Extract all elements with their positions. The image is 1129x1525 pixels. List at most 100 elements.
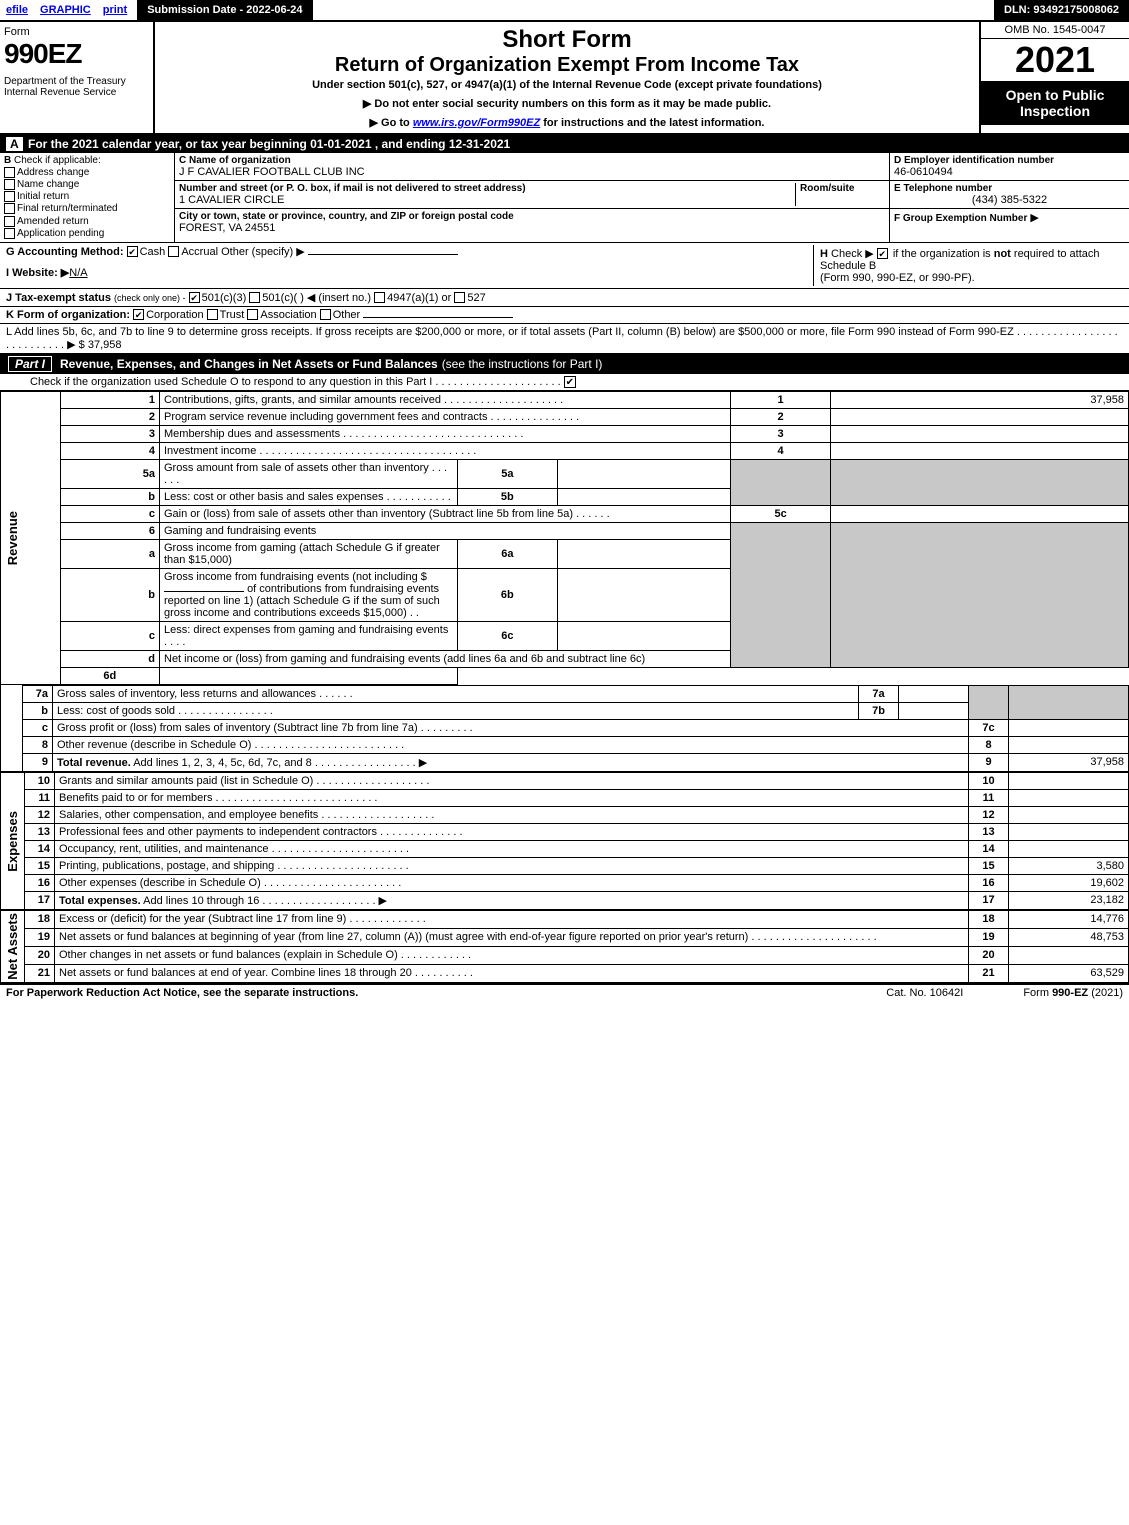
g-section: G Accounting Method: ✔Cash Accrual Other… — [6, 245, 813, 286]
k-other: Other — [333, 309, 361, 321]
l20-amt — [1009, 946, 1129, 964]
l1-desc: Contributions, gifts, grants, and simila… — [160, 391, 731, 408]
room-label: Room/suite — [800, 183, 885, 194]
l7c-desc: Gross profit or (loss) from sales of inv… — [53, 719, 969, 736]
print-link[interactable]: print — [97, 0, 133, 20]
amended-return[interactable]: Amended return — [4, 216, 170, 227]
irs-link[interactable]: www.irs.gov/Form990EZ — [413, 117, 540, 129]
l5c-amt — [830, 505, 1128, 522]
row-a: A For the 2021 calendar year, or tax yea… — [0, 135, 1129, 153]
l9-amt: 37,958 — [1009, 753, 1129, 771]
part-i-check[interactable]: ✔ — [564, 376, 576, 388]
org-name: J F CAVALIER FOOTBALL CLUB INC — [179, 166, 885, 178]
irs-label: Internal Revenue Service — [4, 87, 149, 98]
sb-6c-v — [557, 621, 731, 650]
l3-amt — [830, 425, 1128, 442]
lines-table: Revenue 1 Contributions, gifts, grants, … — [0, 391, 1129, 685]
form-subtitle: Under section 501(c), 527, or 4947(a)(1)… — [163, 79, 971, 91]
initial-return[interactable]: Initial return — [4, 191, 170, 202]
ln-13: 13 — [25, 823, 55, 840]
ln-5c: c — [60, 505, 159, 522]
ln-5b: b — [60, 488, 159, 505]
phone: (434) 385-5322 — [894, 194, 1125, 206]
sb-6a: 6a — [458, 539, 557, 568]
k-label: K Form of organization: — [6, 309, 130, 321]
l6d-desc: Net income or (loss) from gaming and fun… — [160, 650, 731, 667]
k-assoc-check[interactable] — [247, 309, 258, 320]
l21-desc: Net assets or fund balances at end of ye… — [55, 964, 969, 982]
j-527: 527 — [467, 292, 485, 304]
footer-right: Form 990-EZ (2021) — [1023, 987, 1123, 999]
part-i-title: Revenue, Expenses, and Changes in Net As… — [60, 357, 438, 371]
dept-treasury: Department of the Treasury — [4, 76, 149, 87]
j-row: J Tax-exempt status (check only one) - ✔… — [0, 289, 1129, 307]
ln-8: 8 — [23, 736, 53, 753]
efile-link[interactable]: efile — [0, 0, 34, 20]
j-4947-check[interactable] — [374, 292, 385, 303]
j-501c: 501(c)( ) ◀ (insert no.) — [262, 292, 371, 304]
addr-change[interactable]: Address change — [4, 167, 170, 178]
dln: DLN: 93492175008062 — [994, 0, 1129, 20]
warning-line: ▶ Do not enter social security numbers o… — [163, 97, 971, 110]
l2-amt — [830, 408, 1128, 425]
accrual-check[interactable] — [168, 246, 179, 257]
ln-4: 4 — [60, 442, 159, 459]
name-change[interactable]: Name change — [4, 179, 170, 190]
l21-amt: 63,529 — [1009, 964, 1129, 982]
l-amt: 37,958 — [88, 339, 122, 351]
final-return[interactable]: Final return/terminated — [4, 203, 170, 214]
sb-6b: 6b — [458, 568, 557, 621]
l12-desc: Salaries, other compensation, and employ… — [55, 806, 969, 823]
sb-7b: 7b — [859, 702, 899, 719]
l16-desc: Other expenses (describe in Schedule O) … — [55, 874, 969, 891]
form-word: Form — [4, 26, 149, 38]
j-501c3-check[interactable]: ✔ — [189, 292, 200, 303]
l8-desc: Other revenue (describe in Schedule O) .… — [53, 736, 969, 753]
r-11: 11 — [969, 789, 1009, 806]
ln-7c: c — [23, 719, 53, 736]
k-trust-check[interactable] — [207, 309, 218, 320]
l4-amt — [830, 442, 1128, 459]
section-bcdef: B Check if applicable: Address change Na… — [0, 153, 1129, 243]
j-label: J Tax-exempt status — [6, 292, 111, 304]
g-h-row: G Accounting Method: ✔Cash Accrual Other… — [0, 243, 1129, 289]
j-527-check[interactable] — [454, 292, 465, 303]
graphic-link[interactable]: GRAPHIC — [34, 0, 97, 20]
k-other-check[interactable] — [320, 309, 331, 320]
l10-amt — [1009, 772, 1129, 789]
j-501c-check[interactable] — [249, 292, 260, 303]
h-checkbox[interactable]: ✔ — [877, 248, 888, 259]
part-i-sub: Check if the organization used Schedule … — [0, 374, 1129, 391]
sb-6c: 6c — [458, 621, 557, 650]
d-label: D Employer identification number — [894, 155, 1125, 166]
k-trust: Trust — [220, 309, 245, 321]
r-2: 2 — [731, 408, 830, 425]
part-i-see: (see the instructions for Part I) — [442, 357, 603, 371]
check-if-label: Check if applicable: — [14, 155, 101, 166]
l17-desc: Total expenses. Add lines 10 through 16 … — [55, 891, 969, 909]
app-pending[interactable]: Application pending — [4, 228, 170, 239]
l15-amt: 3,580 — [1009, 857, 1129, 874]
g-label: G Accounting Method: — [6, 246, 124, 258]
e-label: E Telephone number — [894, 183, 1125, 194]
r-20: 20 — [969, 946, 1009, 964]
header-right: OMB No. 1545-0047 2021 Open to Public In… — [979, 22, 1129, 133]
lines-table-2: 7a Gross sales of inventory, less return… — [0, 685, 1129, 772]
ln-16: 16 — [25, 874, 55, 891]
row-a-text: For the 2021 calendar year, or tax year … — [28, 137, 510, 151]
footer-left: For Paperwork Reduction Act Notice, see … — [6, 987, 358, 999]
cash-label: Cash — [140, 246, 166, 258]
ln-7a: 7a — [23, 685, 53, 702]
l20-desc: Other changes in net assets or fund bala… — [55, 946, 969, 964]
l18-amt: 14,776 — [1009, 910, 1129, 928]
l6a-desc: Gross income from gaming (attach Schedul… — [160, 539, 458, 568]
l18-desc: Excess or (deficit) for the year (Subtra… — [55, 910, 969, 928]
sb-5a-v — [557, 459, 731, 488]
r-21: 21 — [969, 964, 1009, 982]
cash-check[interactable]: ✔ — [127, 246, 138, 257]
l5c-desc: Gain or (loss) from sale of assets other… — [160, 505, 731, 522]
l4-desc: Investment income . . . . . . . . . . . … — [160, 442, 731, 459]
k-corp-check[interactable]: ✔ — [133, 309, 144, 320]
r-9: 9 — [969, 753, 1009, 771]
r-7c: 7c — [969, 719, 1009, 736]
